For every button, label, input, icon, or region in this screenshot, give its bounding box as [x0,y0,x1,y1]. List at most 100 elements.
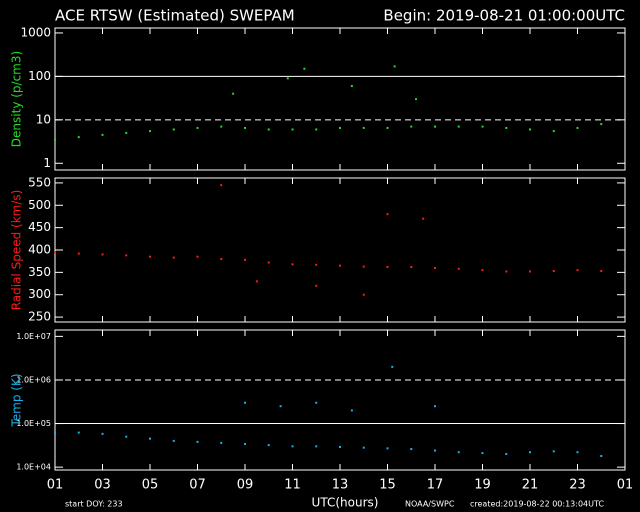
data-point [196,126,199,129]
data-point [291,445,294,448]
data-point [386,126,389,129]
data-point [244,442,246,445]
data-point [172,256,175,259]
data-point [101,432,104,435]
data-point [315,263,318,266]
y-tick-label: 1.0E+04 [16,463,51,472]
data-point [505,453,508,456]
y-tick-label: 100 [28,69,51,83]
data-point [244,258,246,261]
data-point [529,270,531,273]
y-tick-label: 1000 [20,25,51,39]
data-point [350,409,353,412]
data-point [393,65,396,68]
data-point [54,251,56,254]
data-point [54,138,56,141]
y-tick-label: 400 [28,243,51,257]
x-tick-label: 13 [332,478,349,493]
y-tick-label: 250 [28,310,51,324]
x-tick-label: 03 [94,478,111,493]
data-point [362,265,365,268]
x-tick-label: 05 [142,478,159,493]
data-point [410,265,413,268]
y-axis-label: Density (p/cm3) [10,51,24,147]
data-point [339,445,341,448]
data-point [54,432,56,435]
data-point [552,130,555,133]
data-point [422,217,425,220]
data-point [350,85,353,88]
data-point [481,269,484,272]
data-point [172,439,175,442]
y-tick-label: 300 [28,287,51,301]
data-point [434,449,436,452]
data-point [505,270,508,273]
y-tick-label: 1.0E+05 [16,419,51,428]
y-tick-label: 10 [36,112,51,126]
data-point [386,213,389,216]
data-point [457,267,460,270]
data-point [267,128,270,131]
data-point [391,365,394,368]
data-point [267,444,270,447]
data-point [505,126,508,129]
data-point [386,265,389,268]
data-point [220,257,223,260]
data-point [286,77,289,80]
y-tick-label: 1.0E+06 [16,375,51,384]
x-tick-label: 01 [47,478,64,493]
data-point [315,284,318,287]
data-point [220,441,223,444]
data-point [457,125,460,128]
data-point [576,269,579,272]
x-tick-label: 07 [189,478,206,493]
data-point [315,401,318,404]
x-tick-label: 19 [474,478,491,493]
data-point [315,128,318,131]
data-point [362,293,365,296]
y-axis-label: Radial Speed (km/s) [10,190,24,311]
data-point [529,451,531,454]
x-tick-label: 23 [569,478,586,493]
data-point [434,266,436,269]
data-point [77,136,80,139]
data-point [77,431,80,434]
data-point [149,130,151,133]
y-tick-label: 450 [28,220,51,234]
data-point [415,98,417,101]
data-point [362,446,365,449]
data-point [410,448,413,451]
data-point [244,126,246,129]
x-tick-label: 15 [379,478,396,493]
data-point [149,437,151,440]
data-point [125,131,128,134]
x-tick-label: 17 [427,478,444,493]
data-point [339,264,341,267]
data-point [600,123,603,126]
start-doy: start DOY: 233 [65,500,123,509]
y-tick-label: 1.0E+07 [16,332,51,341]
source: NOAA/SWPC [405,500,455,509]
begin-time: Begin: 2019-08-21 01:00:00UTC [383,7,625,25]
x-axis-label: UTC(hours) [312,496,379,510]
data-point [576,451,579,454]
data-point [386,447,389,450]
data-point [457,451,460,454]
data-point [172,128,175,131]
x-tick-label: 11 [284,478,301,493]
data-point [244,401,246,404]
data-point [600,455,603,458]
chart-title: ACE RTSW (Estimated) SWEPAM [55,7,295,25]
data-point [291,263,294,266]
y-tick-label: 350 [28,265,51,279]
data-point [220,184,223,187]
data-point [125,254,128,257]
x-tick-label: 21 [522,478,539,493]
data-point [303,67,306,70]
data-point [362,126,365,129]
data-point [529,128,531,131]
data-point [196,255,199,258]
data-point [481,125,484,128]
data-point [552,270,555,273]
